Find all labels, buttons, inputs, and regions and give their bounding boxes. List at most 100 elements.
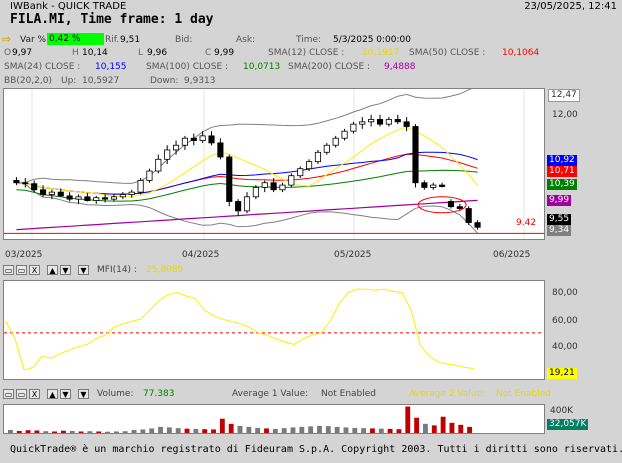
candle-body — [31, 183, 38, 191]
candle-body — [190, 137, 197, 141]
volume-bar — [60, 430, 66, 433]
bb-down-value: 9,9313 — [184, 76, 216, 86]
clock: 23/05/2025, 12:41 — [524, 1, 617, 12]
volume-chart[interactable] — [4, 405, 544, 433]
move-down-button[interactable]: ▼ — [60, 389, 71, 399]
candle-body — [341, 130, 348, 139]
candle-body — [137, 180, 144, 193]
sma100-tag: 10,39 — [547, 179, 577, 190]
volume-bar — [211, 429, 216, 433]
close-button[interactable]: X — [29, 389, 40, 399]
candle-body — [368, 119, 375, 123]
candle-body — [84, 196, 91, 201]
sma50-line — [16, 153, 478, 195]
candle-body — [297, 168, 304, 177]
candle-body — [128, 191, 135, 195]
mfi-axis-label: 80,00 — [552, 288, 578, 298]
maximize-button[interactable]: ▭ — [16, 265, 27, 275]
date-axis-label: 04/2025 — [182, 250, 220, 260]
volume-bar — [193, 428, 199, 433]
volume-bar — [202, 429, 208, 433]
volume-bar — [352, 427, 358, 433]
volume-bar — [105, 431, 110, 433]
price-chart[interactable] — [4, 89, 544, 239]
candle-body — [465, 208, 472, 223]
volume-bar — [175, 428, 181, 433]
sma50-value: 10,1064 — [502, 48, 540, 58]
candle-body — [102, 197, 109, 200]
close-button[interactable]: X — [29, 265, 40, 275]
sma24-value: 10,155 — [95, 62, 127, 72]
volume-bar — [184, 428, 190, 433]
candle-body — [39, 189, 47, 195]
candle-body — [235, 201, 242, 212]
volume-bar — [317, 425, 322, 433]
mfi-panel[interactable] — [3, 280, 545, 380]
volume-bar — [43, 431, 49, 433]
candle-body — [199, 135, 206, 141]
volume-bar — [467, 426, 473, 433]
var-value: 0,42 % — [47, 33, 104, 45]
sma200-line — [16, 199, 478, 231]
move-down-button[interactable]: ▼ — [78, 265, 89, 275]
candle-body — [288, 175, 295, 186]
volume-bar — [272, 428, 278, 433]
price-chart-panel[interactable] — [3, 88, 545, 240]
volume-bar — [334, 426, 340, 433]
ask-label: Ask: — [236, 35, 256, 45]
open-label: O — [4, 48, 12, 58]
bid-label: Bid: — [175, 35, 193, 45]
candle-body — [57, 191, 64, 197]
candle-body — [164, 149, 171, 160]
sma12-label: SMA(12) CLOSE : — [268, 48, 345, 58]
volume-bar — [431, 425, 437, 433]
volume-bar — [396, 429, 402, 433]
candle-body — [252, 187, 259, 198]
bb-down-label: Down: — [150, 76, 179, 86]
candle-body — [217, 142, 224, 158]
candle-body — [306, 161, 313, 170]
volume-bar — [52, 431, 58, 433]
mfi-axis: 80,00 60,00 40,00 19,21 — [545, 280, 622, 379]
bb-down-tag: 9,34 — [547, 225, 572, 236]
close-label: C — [205, 48, 212, 58]
volume-bar — [34, 430, 40, 433]
time-value: 5/3/2025 0:00:00 — [333, 35, 411, 45]
low-label: L — [138, 48, 144, 58]
minimize-button[interactable]: ▭ — [3, 265, 14, 275]
sma24-label: SMA(24) CLOSE : — [4, 62, 81, 72]
bollinger-lower-line — [16, 182, 478, 234]
candle-body — [474, 222, 481, 228]
volume-label: Volume: — [97, 389, 134, 399]
ref-value: 9,51 — [120, 35, 141, 45]
sma50-tag: 10,71 — [547, 166, 577, 177]
time-label: Time: — [296, 35, 322, 45]
mfi-axis-label: 40,00 — [552, 342, 578, 352]
move-up-button[interactable]: ▲ — [47, 265, 58, 275]
arrow-right-icon[interactable]: ⇒ — [1, 32, 12, 46]
minimize-button[interactable]: ▭ — [3, 389, 14, 399]
sma200-label: SMA(200) CLOSE : — [288, 62, 371, 72]
move-down-button[interactable]: ▼ — [60, 265, 71, 275]
copyright-footer: QuickTrade® è un marchio registrato di F… — [10, 444, 622, 455]
move-down-button[interactable]: ▼ — [78, 389, 89, 399]
candle-body — [394, 119, 401, 123]
volume-last-tag: 32,057K — [547, 419, 589, 430]
volume-panel[interactable] — [3, 404, 545, 434]
candle-body — [385, 119, 392, 125]
avg1-value: Not Enabled — [321, 389, 376, 399]
maximize-button[interactable]: ▭ — [16, 389, 27, 399]
chart-title: FILA.MI, Time frame: 1 day — [10, 12, 214, 27]
volume-bar — [255, 427, 261, 433]
candle-body — [208, 135, 215, 144]
volume-bar — [87, 431, 93, 433]
sma12-line — [16, 126, 478, 198]
title-bar: IWBank - QUICK TRADE 23/05/2025, 12:41 — [0, 0, 622, 13]
mfi-chart[interactable] — [4, 281, 544, 379]
volume-bar — [131, 429, 137, 433]
var-label: Var % — [20, 35, 47, 45]
volume-bar — [370, 428, 375, 433]
sma100-label: SMA(100) CLOSE : — [146, 62, 229, 72]
move-up-button[interactable]: ▲ — [47, 389, 58, 399]
candle-body — [66, 195, 73, 200]
